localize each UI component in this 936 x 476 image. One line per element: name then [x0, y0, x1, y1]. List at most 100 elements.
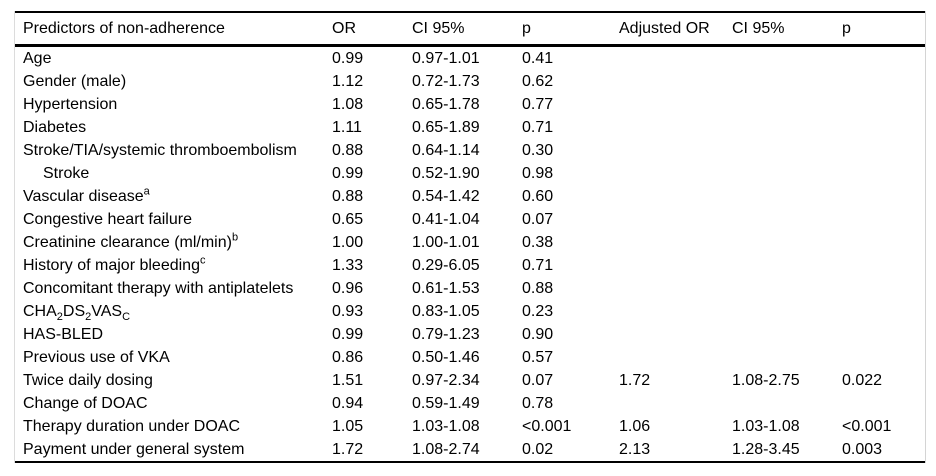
cell-p: 0.07: [522, 210, 554, 228]
cell-ci: 0.83-1.05: [412, 302, 480, 320]
table-row: Stroke 0.99 0.52-1.90 0.98: [15, 162, 925, 185]
cell-adj_p: [840, 93, 925, 116]
cell-or: 0.96: [332, 279, 364, 297]
table-row: CHA2DS2VASC 0.93 0.83-1.05 0.23: [15, 300, 925, 323]
cell-adj_p: [840, 116, 925, 139]
cell-ci: 0.41-1.04: [412, 210, 480, 228]
cell-adj_or: 1.72: [619, 371, 651, 389]
cell-or: 1.72: [332, 440, 364, 458]
cell-p: 0.90: [522, 325, 554, 343]
row-label-segment: Gender (male): [23, 72, 127, 90]
cell-ci: 0.79-1.23: [412, 325, 480, 343]
cell-ci: 1.00-1.01: [412, 233, 480, 251]
row-label: CHA2DS2VASC: [15, 300, 330, 323]
row-label-segment: Therapy duration under DOAC: [23, 417, 240, 435]
table-row: Hypertension 1.08 0.65-1.78 0.77: [15, 93, 925, 116]
table-row: Gender (male) 1.12 0.72-1.73 0.62: [15, 70, 925, 93]
row-label-segment: Vascular disease: [23, 187, 144, 205]
cell-or: 1.51: [332, 371, 364, 389]
cell-adj_or: [617, 277, 730, 300]
cell-adj_p: [840, 277, 925, 300]
row-label: Diabetes: [15, 116, 330, 139]
col-header-ci95: CI 95%: [410, 11, 520, 47]
cell-adj_p: [840, 139, 925, 162]
row-label-segment: DS: [62, 302, 86, 320]
cell-adj_or: [617, 70, 730, 93]
row-label: HAS-BLED: [15, 323, 330, 346]
cell-or: 0.99: [332, 49, 364, 67]
cell-p: 0.77: [522, 95, 554, 113]
cell-or: 0.88: [332, 141, 364, 159]
cell-adj_or: [617, 139, 730, 162]
table-row: Change of DOAC 0.94 0.59-1.49 0.78: [15, 392, 925, 415]
cell-ci: 0.54-1.42: [412, 187, 480, 205]
row-label-segment: Hypertension: [23, 95, 118, 113]
table-row: Creatinine clearance (ml/min)b 1.00 1.00-1…: [15, 231, 925, 254]
row-label-segment: Diabetes: [23, 118, 87, 136]
table-row: Previous use of VKA 0.86 0.50-1.46 0.57: [15, 346, 925, 369]
row-label: Therapy duration under DOAC: [15, 415, 330, 438]
row-label-segment: 2: [85, 310, 92, 323]
cell-ci: 0.59-1.49: [412, 394, 480, 412]
cell-adj_ci: [730, 254, 840, 277]
row-label: Vascular diseasea: [15, 185, 330, 208]
cell-p: 0.71: [522, 256, 554, 274]
cell-ci: 0.64-1.14: [412, 141, 480, 159]
col-header-or: OR: [330, 11, 410, 47]
cell-adj_p: [840, 46, 925, 71]
cell-adj_p: [840, 392, 925, 415]
cell-adj_or: 2.13: [619, 440, 651, 458]
cell-or: 1.12: [332, 72, 364, 90]
cell-adj_or: [617, 300, 730, 323]
cell-or: 0.65: [332, 210, 364, 228]
row-label-segment: CHA: [23, 302, 57, 320]
cell-adj_or: [617, 346, 730, 369]
cell-adj_ci: [730, 185, 840, 208]
col-header-adjusted-ci95: CI 95%: [730, 11, 840, 47]
cell-p: 0.60: [522, 187, 554, 205]
cell-adj_ci: [730, 46, 840, 71]
cell-ci: 0.97-2.34: [412, 371, 480, 389]
cell-p: 0.07: [522, 371, 554, 389]
cell-or: 1.11: [332, 118, 362, 136]
cell-adj_p: [840, 70, 925, 93]
cell-adj_or: [617, 116, 730, 139]
cell-adj_ci: [730, 116, 840, 139]
cell-adj_or: [617, 231, 730, 254]
row-label: Previous use of VKA: [15, 346, 330, 369]
row-label-segment: c: [199, 254, 206, 267]
cell-ci: 1.08-2.74: [412, 440, 480, 458]
cell-p: 0.23: [522, 302, 554, 320]
cell-p: 0.71: [522, 118, 554, 136]
cell-adj_ci: [730, 139, 840, 162]
row-label: Concomitant therapy with antiplatelets: [15, 277, 330, 300]
row-label: Age: [15, 46, 330, 71]
cell-or: 0.93: [332, 302, 364, 320]
cell-adj_or: [617, 254, 730, 277]
cell-adj_ci: [730, 323, 840, 346]
cell-adj_p: [840, 208, 925, 231]
cell-adj_or: 1.06: [619, 417, 651, 435]
table-row: Vascular diseasea 0.88 0.54-1.42 0.60: [15, 185, 925, 208]
cell-adj_ci: [730, 231, 840, 254]
cell-ci: 0.29-6.05: [412, 256, 480, 274]
cell-or: 0.88: [332, 187, 364, 205]
cell-adj_ci: [730, 208, 840, 231]
row-label-segment: Creatinine clearance (ml/min): [23, 233, 232, 251]
row-label-segment: Twice daily dosing: [23, 371, 153, 389]
table-row: Therapy duration under DOAC 1.05 1.03-1.08…: [15, 415, 925, 438]
cell-adj_p: [840, 346, 925, 369]
cell-or: 1.33: [332, 256, 364, 274]
cell-adj_or: [617, 93, 730, 116]
cell-adj_ci: 1.03-1.08: [732, 417, 800, 435]
table-body: Age 0.99 0.97-1.01 0.41 Gender (male) 1.12 0.7…: [15, 46, 925, 463]
cell-ci: 0.61-1.53: [412, 279, 480, 297]
row-label-segment: 2: [56, 310, 63, 323]
predictors-of-non-adherence-table: Predictors of non-adherence OR CI 95% p …: [15, 11, 925, 463]
cell-p: 0.78: [522, 394, 554, 412]
table-row: Payment under general system 1.72 1.08-2.7…: [15, 438, 925, 462]
cell-adj_or: [617, 185, 730, 208]
row-label-segment: Congestive heart failure: [23, 210, 192, 228]
row-label-segment: History of major bleeding: [23, 256, 200, 274]
col-header-adjusted-p: p: [840, 11, 925, 47]
